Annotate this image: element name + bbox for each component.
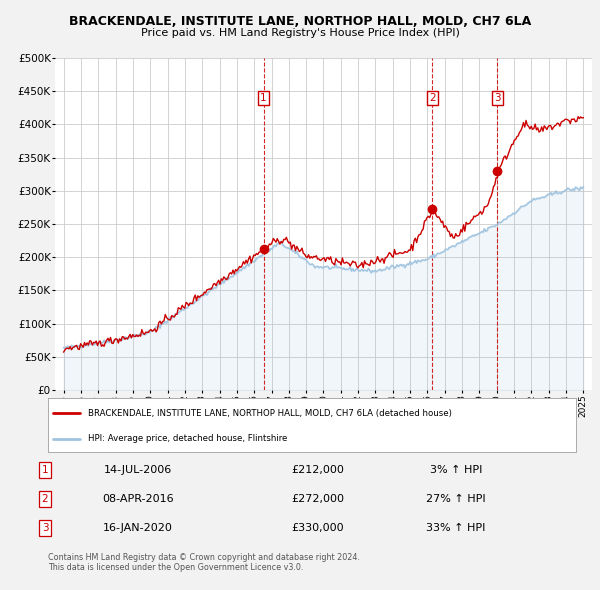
Text: Price paid vs. HM Land Registry's House Price Index (HPI): Price paid vs. HM Land Registry's House … <box>140 28 460 38</box>
Text: 2: 2 <box>429 93 436 103</box>
Text: 1: 1 <box>41 465 49 475</box>
Text: 16-JAN-2020: 16-JAN-2020 <box>103 523 173 533</box>
Text: 27% ↑ HPI: 27% ↑ HPI <box>426 494 486 504</box>
Text: Contains HM Land Registry data © Crown copyright and database right 2024.
This d: Contains HM Land Registry data © Crown c… <box>48 553 360 572</box>
Text: 1: 1 <box>260 93 267 103</box>
Text: 3% ↑ HPI: 3% ↑ HPI <box>430 465 482 475</box>
Text: 3: 3 <box>41 523 49 533</box>
Text: 2: 2 <box>41 494 49 504</box>
Text: 08-APR-2016: 08-APR-2016 <box>102 494 174 504</box>
Text: BRACKENDALE, INSTITUTE LANE, NORTHOP HALL, MOLD, CH7 6LA (detached house): BRACKENDALE, INSTITUTE LANE, NORTHOP HAL… <box>88 409 451 418</box>
Text: £330,000: £330,000 <box>292 523 344 533</box>
Text: 3: 3 <box>494 93 501 103</box>
Text: HPI: Average price, detached house, Flintshire: HPI: Average price, detached house, Flin… <box>88 434 287 443</box>
Text: £212,000: £212,000 <box>292 465 344 475</box>
Text: 33% ↑ HPI: 33% ↑ HPI <box>427 523 485 533</box>
Text: £272,000: £272,000 <box>292 494 344 504</box>
Text: 14-JUL-2006: 14-JUL-2006 <box>104 465 172 475</box>
Text: BRACKENDALE, INSTITUTE LANE, NORTHOP HALL, MOLD, CH7 6LA: BRACKENDALE, INSTITUTE LANE, NORTHOP HAL… <box>69 15 531 28</box>
